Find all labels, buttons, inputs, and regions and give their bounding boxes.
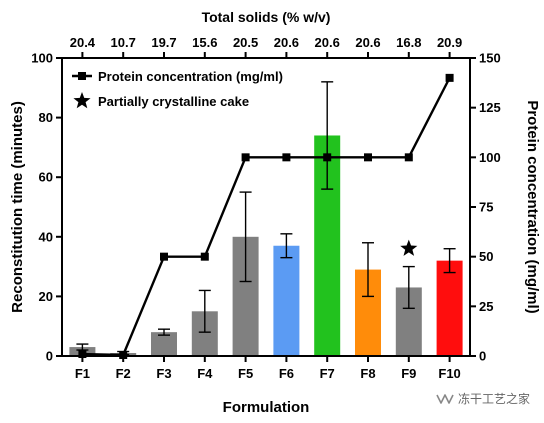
left-tick-label-0: 0: [46, 349, 53, 364]
protein-point-F9: [404, 153, 413, 162]
bar-F3: [151, 332, 177, 356]
top-tick-label-F9: 16.8: [396, 35, 421, 50]
top-tick-label-F7: 20.6: [315, 35, 340, 50]
category-label-F5: F5: [238, 366, 253, 381]
left-tick-label-60: 60: [39, 170, 53, 185]
bar-F6: [273, 245, 300, 356]
right-tick-label-125: 125: [479, 100, 501, 115]
protein-point-F3: [160, 252, 168, 261]
protein-point-F5: [241, 153, 250, 162]
protein-point-F8: [364, 153, 372, 162]
left-tick-label-100: 100: [31, 51, 53, 66]
left-tick-label-40: 40: [39, 229, 53, 244]
top-tick-label-F3: 19.7: [151, 35, 176, 50]
top-tick-label-F8: 20.6: [355, 35, 380, 50]
left-tick-label-20: 20: [39, 289, 53, 304]
top-tick-label-F5: 20.5: [233, 35, 258, 50]
right-tick-label-100: 100: [479, 150, 501, 165]
top-tick-label-F2: 10.7: [111, 35, 136, 50]
legend-entry-crystalline: Partially crystalline cake: [98, 94, 249, 109]
protein-point-F10: [445, 73, 454, 82]
top-tick-label-F4: 15.6: [192, 35, 217, 50]
y2-axis-title: Protein concentration (mg/ml): [524, 100, 541, 313]
legend-entry-protein: Protein concentration (mg/ml): [98, 69, 283, 84]
watermark-text: 冻干工艺之家: [457, 392, 530, 406]
legend-star-icon: [73, 92, 91, 109]
wechat-channel-icon: [436, 393, 454, 404]
right-tick-label-150: 150: [479, 51, 501, 66]
category-label-F8: F8: [360, 366, 375, 381]
protein-point-F6: [282, 153, 291, 162]
legend-square-marker: [78, 72, 86, 80]
right-tick-label-75: 75: [479, 200, 493, 215]
protein-line: [82, 77, 451, 357]
category-label-F10: F10: [438, 366, 460, 381]
right-tick-label-25: 25: [479, 299, 493, 314]
top-axis-title: Total solids (% w/v): [202, 9, 331, 25]
category-label-F4: F4: [197, 366, 213, 381]
left-tick-label-80: 80: [39, 110, 53, 125]
category-label-F1: F1: [75, 366, 90, 381]
category-label-F3: F3: [156, 366, 171, 381]
right-tick-label-0: 0: [479, 349, 486, 364]
axes-layer: [56, 52, 476, 362]
top-tick-label-F10: 20.9: [437, 35, 462, 50]
category-label-F2: F2: [116, 366, 131, 381]
y-axis-title: Reconstitution time (minutes): [9, 101, 26, 313]
protein-line-layer: [78, 73, 454, 360]
top-tick-label-F6: 20.6: [274, 35, 299, 50]
protein-point-F1: [78, 350, 87, 359]
text-layer: 0 20 40 60 80 100 0 25 50 75 100 125 150 F1 20.4 F2 10.7…: [9, 9, 541, 416]
category-label-F9: F9: [401, 366, 416, 381]
watermark: 冻干工艺之家: [436, 390, 530, 407]
protein-point-F4: [200, 252, 209, 261]
protein-point-F7: [323, 153, 332, 162]
x-axis-title: Formulation: [223, 399, 310, 416]
top-tick-label-F1: 20.4: [70, 35, 96, 50]
category-label-F7: F7: [320, 366, 335, 381]
annotation-star-F9: [400, 239, 418, 256]
bar-F10: [436, 260, 463, 356]
category-label-F6: F6: [279, 366, 294, 381]
right-tick-label-50: 50: [479, 249, 493, 264]
